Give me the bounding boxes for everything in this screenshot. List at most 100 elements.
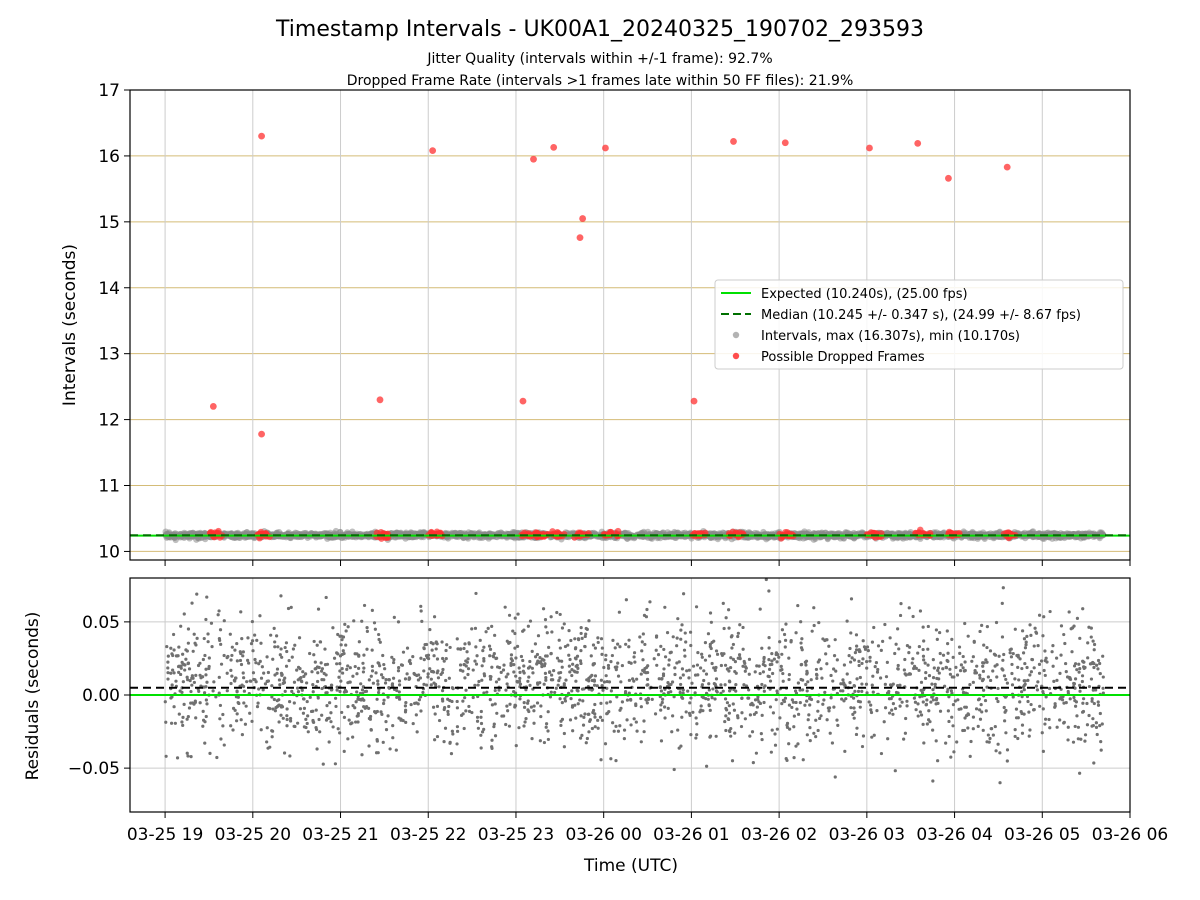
residual-point — [638, 635, 642, 639]
residual-point — [320, 667, 324, 671]
residual-point — [981, 664, 985, 668]
residual-point — [560, 659, 564, 663]
residual-point — [1091, 639, 1095, 643]
residual-point — [1092, 761, 1096, 765]
residual-point — [876, 644, 881, 648]
residual-point — [437, 718, 442, 723]
residual-point — [907, 651, 911, 655]
residual-point — [353, 706, 357, 710]
residual-point — [857, 659, 861, 664]
residual-point — [714, 677, 719, 681]
residual-point — [296, 678, 300, 682]
residual-point — [419, 656, 423, 660]
residual-point — [342, 690, 347, 694]
residual-point — [261, 688, 265, 692]
residual-point — [761, 670, 765, 674]
residual-point — [562, 622, 566, 626]
residual-point — [783, 696, 788, 700]
residual-point — [661, 672, 666, 676]
residual-point — [715, 652, 720, 656]
residual-point — [229, 681, 233, 686]
residual-point — [305, 721, 309, 726]
residual-point — [382, 698, 386, 702]
residual-point — [670, 730, 674, 734]
residual-point — [924, 703, 928, 707]
residual-point — [494, 680, 499, 684]
residual-point — [575, 654, 580, 658]
residual-point — [918, 609, 923, 613]
residual-point — [950, 691, 954, 695]
residual-point — [387, 678, 391, 682]
residual-point — [787, 677, 791, 682]
residual-point — [265, 726, 269, 730]
residual-point — [1016, 716, 1020, 720]
residual-point — [1041, 634, 1045, 638]
residual-point — [549, 615, 553, 619]
residual-point — [863, 647, 868, 651]
residual-point — [617, 610, 621, 614]
residual-point — [455, 699, 459, 704]
residual-point — [1083, 665, 1087, 670]
residual-point — [848, 646, 852, 651]
residual-point — [230, 674, 234, 678]
residual-point — [426, 656, 431, 661]
residual-point — [590, 688, 594, 692]
residual-point — [284, 664, 289, 668]
residual-point — [866, 649, 870, 653]
dropped-frame-outlier — [690, 397, 698, 405]
residual-point — [1089, 635, 1093, 639]
residual-point — [867, 700, 871, 704]
residual-point — [351, 674, 355, 678]
residual-point — [374, 671, 378, 675]
top-y-tick-label: 12 — [98, 411, 120, 431]
residual-point — [721, 689, 725, 693]
residual-point — [530, 666, 534, 670]
residual-point — [721, 601, 725, 605]
residual-point — [756, 695, 760, 699]
residual-point — [285, 717, 289, 722]
residual-point — [1020, 731, 1025, 735]
residual-point — [787, 656, 791, 660]
residual-point — [1042, 615, 1046, 619]
residual-point — [762, 685, 766, 690]
residual-point — [768, 705, 773, 709]
residual-point — [1021, 651, 1026, 655]
residual-point — [332, 656, 337, 660]
residual-point — [682, 648, 687, 652]
residual-point — [166, 677, 170, 681]
residual-point — [1005, 748, 1010, 752]
residual-point — [679, 628, 683, 632]
residual-point — [484, 630, 488, 634]
residual-point — [896, 627, 900, 631]
residual-point — [504, 688, 508, 692]
residual-point — [338, 689, 342, 694]
residual-point — [898, 704, 902, 708]
residual-point — [908, 645, 912, 649]
residual-point — [938, 709, 943, 713]
residual-point — [627, 660, 631, 664]
residual-point — [204, 667, 208, 671]
residual-point — [1015, 653, 1019, 658]
dropped-frame-outlier — [519, 397, 527, 405]
residual-point — [186, 715, 190, 719]
residual-point — [782, 632, 787, 637]
residual-point — [246, 658, 250, 662]
residual-point — [991, 733, 995, 737]
residual-point — [451, 687, 455, 691]
residual-point — [723, 697, 728, 701]
residual-point — [285, 714, 289, 718]
residual-point — [257, 687, 261, 691]
dropped-frame-outlier — [579, 215, 587, 222]
residual-point — [169, 646, 173, 650]
residual-point — [1092, 642, 1097, 647]
residual-point — [894, 642, 898, 646]
residual-point — [247, 661, 251, 665]
residual-point — [528, 659, 532, 664]
residual-point — [479, 715, 483, 719]
residual-point — [785, 723, 789, 727]
residual-point — [675, 661, 679, 665]
residual-point — [783, 638, 788, 642]
residual-point — [852, 706, 856, 710]
residual-point — [193, 699, 197, 703]
